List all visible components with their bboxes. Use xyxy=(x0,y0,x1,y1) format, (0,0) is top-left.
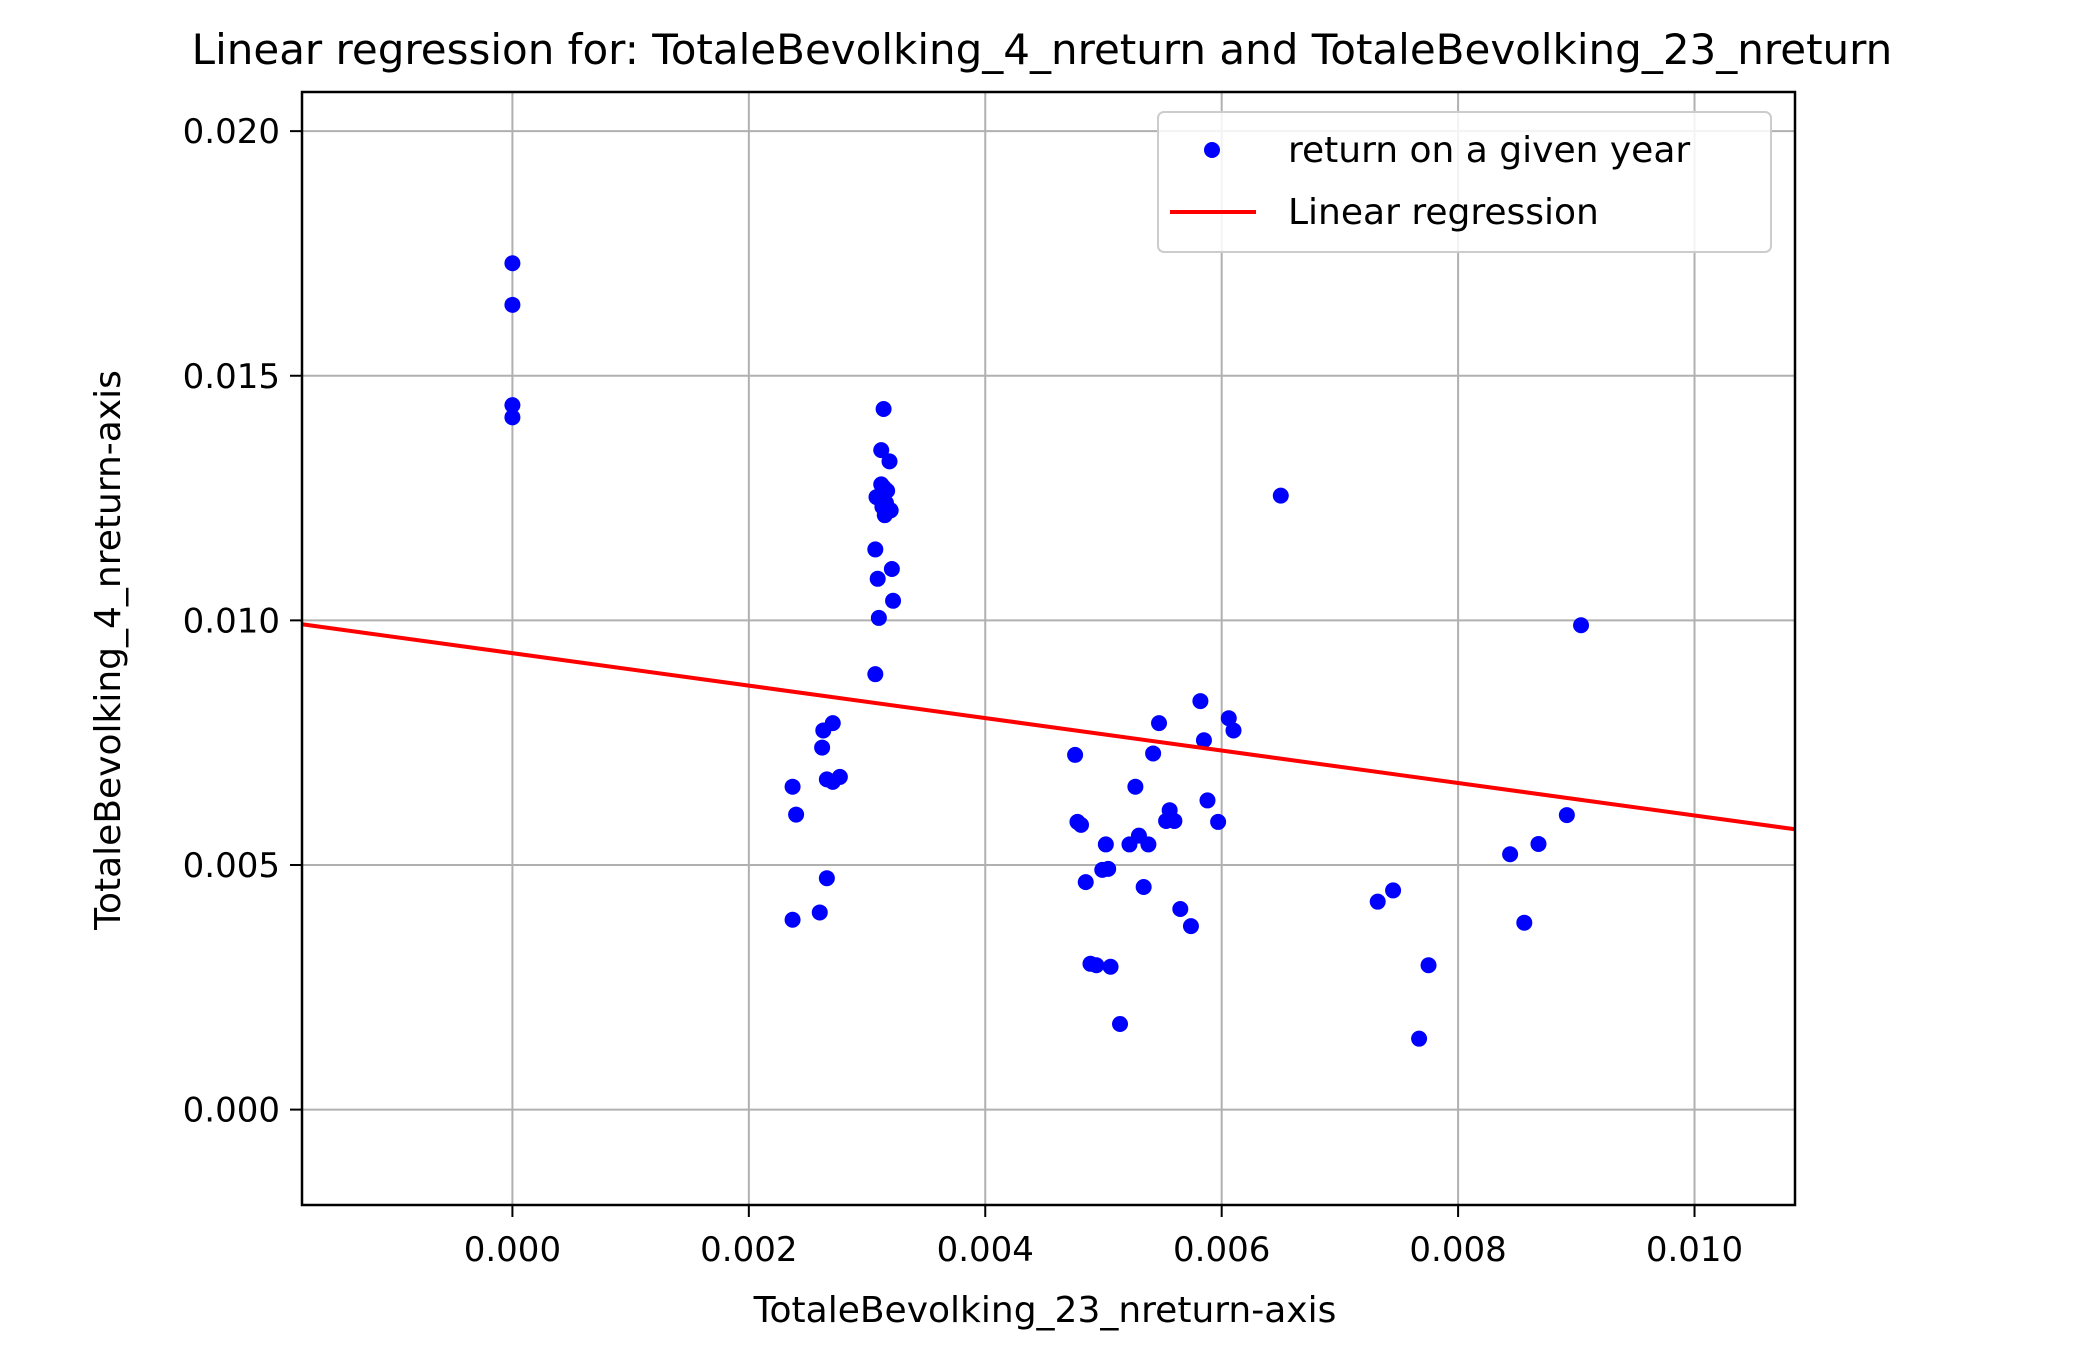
grid-lines xyxy=(302,92,1795,1205)
scatter-point xyxy=(883,561,900,577)
scatter-point xyxy=(1067,746,1084,763)
scatter-point xyxy=(1502,846,1519,863)
scatter-point xyxy=(1192,693,1209,710)
legend-label-points: return on a given year xyxy=(1288,130,1690,171)
scatter-point xyxy=(1135,879,1152,895)
scatter-point xyxy=(1151,715,1168,732)
scatter-point xyxy=(1112,1015,1129,1032)
scatter-point xyxy=(818,870,835,887)
scatter-point xyxy=(1127,778,1144,795)
y-axis-label: TotaleBevolking_4_nreturn-axis xyxy=(88,370,129,931)
scatter-point xyxy=(1411,1030,1428,1047)
legend-label-line: Linear regression xyxy=(1288,192,1599,233)
scatter-point xyxy=(1182,918,1199,935)
scatter-point xyxy=(1369,893,1386,910)
scatter-point xyxy=(1102,958,1119,975)
scatter-point xyxy=(504,397,521,414)
scatter-point xyxy=(1558,807,1575,824)
scatter-point xyxy=(1385,882,1402,899)
scatter-point xyxy=(1420,957,1437,974)
scatter-point xyxy=(1210,813,1227,830)
scatter-point xyxy=(504,296,521,313)
scatter-point xyxy=(1530,835,1547,852)
scatter-point xyxy=(881,453,898,470)
scatter-point xyxy=(784,911,801,928)
scatter-point xyxy=(867,666,884,683)
scatter-point xyxy=(504,255,521,272)
scatter-point xyxy=(867,541,884,558)
y-tick-label: 0.000 xyxy=(183,1091,280,1131)
scatter-point xyxy=(1088,957,1105,974)
y-tick-label: 0.020 xyxy=(183,112,280,152)
scatter-point xyxy=(1516,914,1533,931)
scatter-point xyxy=(869,570,886,587)
scatter-point xyxy=(1097,836,1114,853)
x-tick-label: 0.004 xyxy=(937,1230,1034,1270)
scatter-point xyxy=(870,609,887,626)
scatter-point xyxy=(814,739,831,756)
scatter-point xyxy=(811,904,828,921)
scatter-point xyxy=(1094,861,1111,878)
x-axis-label: TotaleBevolking_23_nreturn-axis xyxy=(753,1290,1337,1331)
regression-line xyxy=(301,622,1796,832)
legend: return on a given year Linear regression xyxy=(1157,111,1772,253)
scatter-point xyxy=(885,592,902,609)
scatter-point xyxy=(873,442,890,459)
scatter-point xyxy=(1073,816,1090,833)
legend-box xyxy=(1157,111,1772,253)
scatter-point xyxy=(1077,874,1094,891)
scatter-point xyxy=(504,409,521,426)
plot-data xyxy=(301,255,1796,1047)
scatter-point xyxy=(1145,745,1162,762)
axis-ticks: 0.000 0.002 0.004 0.006 0.008 0.010 0.000 0.005… xyxy=(183,112,1744,1270)
scatter-point xyxy=(815,722,832,739)
x-tick-label: 0.006 xyxy=(1173,1230,1270,1270)
scatter-point xyxy=(875,401,892,418)
scatter-point xyxy=(1272,487,1289,504)
y-tick-label: 0.015 xyxy=(183,357,280,397)
chart-title: Linear regression for: TotaleBevolking_4… xyxy=(192,25,1893,74)
scatter-point xyxy=(1573,617,1590,634)
x-tick-label: 0.000 xyxy=(464,1230,561,1270)
legend-marker-points xyxy=(1204,142,1220,158)
scatter-point xyxy=(1220,710,1237,727)
x-tick-label: 0.008 xyxy=(1409,1230,1506,1270)
scatter-point xyxy=(1225,722,1242,739)
scatter-point xyxy=(1199,792,1216,809)
x-tick-label: 0.002 xyxy=(700,1230,797,1270)
x-tick-label: 0.010 xyxy=(1646,1230,1743,1270)
y-tick-label: 0.010 xyxy=(183,601,280,641)
scatter-point xyxy=(1140,836,1157,853)
scatter-point xyxy=(824,773,841,790)
scatter-point xyxy=(1195,732,1212,749)
scatter-point xyxy=(784,778,801,795)
y-tick-label: 0.005 xyxy=(183,846,280,886)
scatter-point xyxy=(876,507,893,524)
scatter-point xyxy=(788,806,805,823)
scatter-point xyxy=(1172,901,1189,918)
axes-frame xyxy=(300,90,1797,1207)
scatter-point xyxy=(1121,836,1138,853)
scatter-point xyxy=(1166,812,1183,829)
